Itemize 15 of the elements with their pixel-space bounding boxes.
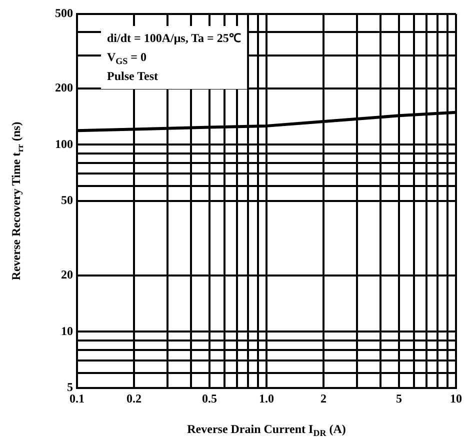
x-tick-label: 0.5: [202, 391, 217, 406]
x-tick-label: 10: [450, 391, 462, 406]
y-tick-label: 50: [61, 193, 73, 208]
y-axis-title: Reverse Recovery Time trr (ns): [9, 122, 25, 280]
annotation: Pulse Test: [107, 69, 158, 83]
x-tick-label: 5: [396, 391, 402, 406]
y-tick-label: 100: [55, 136, 73, 151]
annotation: di/dt = 100A/μs, Ta = 25℃: [107, 31, 241, 45]
y-tick-label: 10: [61, 324, 73, 338]
y-tick-label: 500: [55, 6, 73, 20]
x-tick-label: 2: [320, 391, 327, 406]
x-tick-label: 0.2: [126, 391, 142, 406]
y-tick-label: 200: [55, 80, 73, 95]
x-tick-label: 1.0: [259, 391, 274, 406]
y-tick-label: 20: [61, 268, 73, 282]
